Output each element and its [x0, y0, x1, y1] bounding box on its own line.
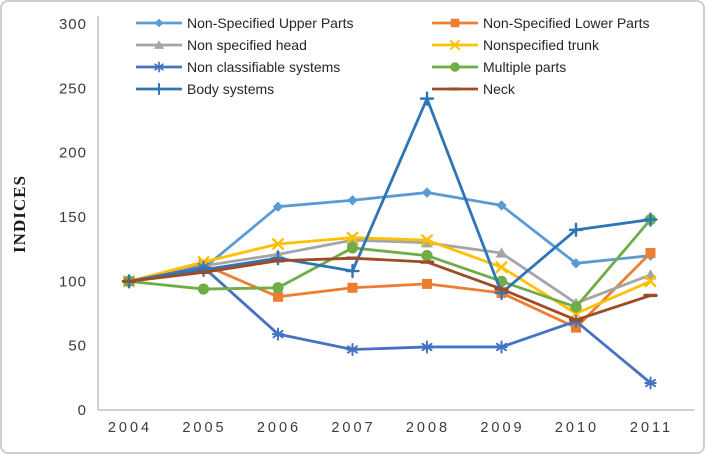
series-line-multiple-parts: [127, 218, 652, 309]
asterisk-marker: [420, 340, 434, 354]
plus-marker: [419, 91, 435, 106]
x-marker: [272, 238, 284, 251]
diamond-marker: [496, 200, 507, 211]
x-tick-label: 2004: [108, 420, 152, 436]
series-markers-multiple-parts: [123, 213, 657, 313]
series-markers-non-classifiable-systems: [122, 260, 657, 390]
y-tick-label: 50: [68, 338, 87, 355]
series-line-body-systems: [127, 97, 652, 295]
x-tick-label: 2006: [257, 420, 301, 436]
series-line-neck: [127, 256, 652, 322]
x-tick-label: 2010: [555, 420, 599, 436]
x-tick-label: 2008: [406, 420, 450, 436]
diamond-marker: [421, 187, 433, 198]
x-tick-label: 2009: [480, 420, 524, 436]
circle-marker: [346, 242, 359, 254]
circle-marker: [197, 283, 210, 295]
plus-marker: [568, 222, 584, 238]
plus-marker: [643, 212, 658, 227]
square-marker: [347, 282, 358, 293]
circle-marker: [570, 301, 582, 313]
x-marker: [495, 261, 508, 274]
square-marker: [422, 278, 432, 289]
series-line-nonspecified-trunk: [127, 236, 652, 315]
asterisk-marker: [346, 343, 359, 357]
y-tick-label: 300: [59, 16, 87, 33]
y-tick-label: 0: [78, 402, 87, 419]
series-markers-neck: [121, 256, 658, 322]
y-tick-label: 150: [59, 209, 87, 226]
x-tick-label: 2007: [331, 420, 375, 436]
diamond-marker: [272, 201, 284, 212]
circle-marker: [272, 282, 284, 294]
triangle-marker: [495, 247, 508, 258]
square-marker: [273, 291, 283, 302]
asterisk-marker: [495, 340, 508, 354]
y-tick-label: 200: [59, 145, 87, 162]
diamond-marker: [347, 195, 358, 206]
square-marker: [645, 248, 656, 259]
asterisk-marker: [644, 376, 657, 390]
x-tick-label: 2005: [182, 420, 226, 436]
plus-marker: [345, 263, 360, 279]
x-tick-label: 2011: [630, 420, 673, 436]
circle-marker: [421, 250, 433, 262]
series-line-non-classifiable-systems: [127, 265, 652, 385]
series-line-non-specified-head: [127, 238, 652, 305]
x-marker: [346, 231, 359, 244]
x-marker: [644, 275, 657, 288]
diamond-marker: [570, 258, 582, 269]
asterisk-marker: [271, 327, 285, 341]
x-marker: [421, 234, 433, 247]
y-tick-label: 100: [59, 273, 87, 290]
y-tick-label: 250: [59, 80, 87, 97]
